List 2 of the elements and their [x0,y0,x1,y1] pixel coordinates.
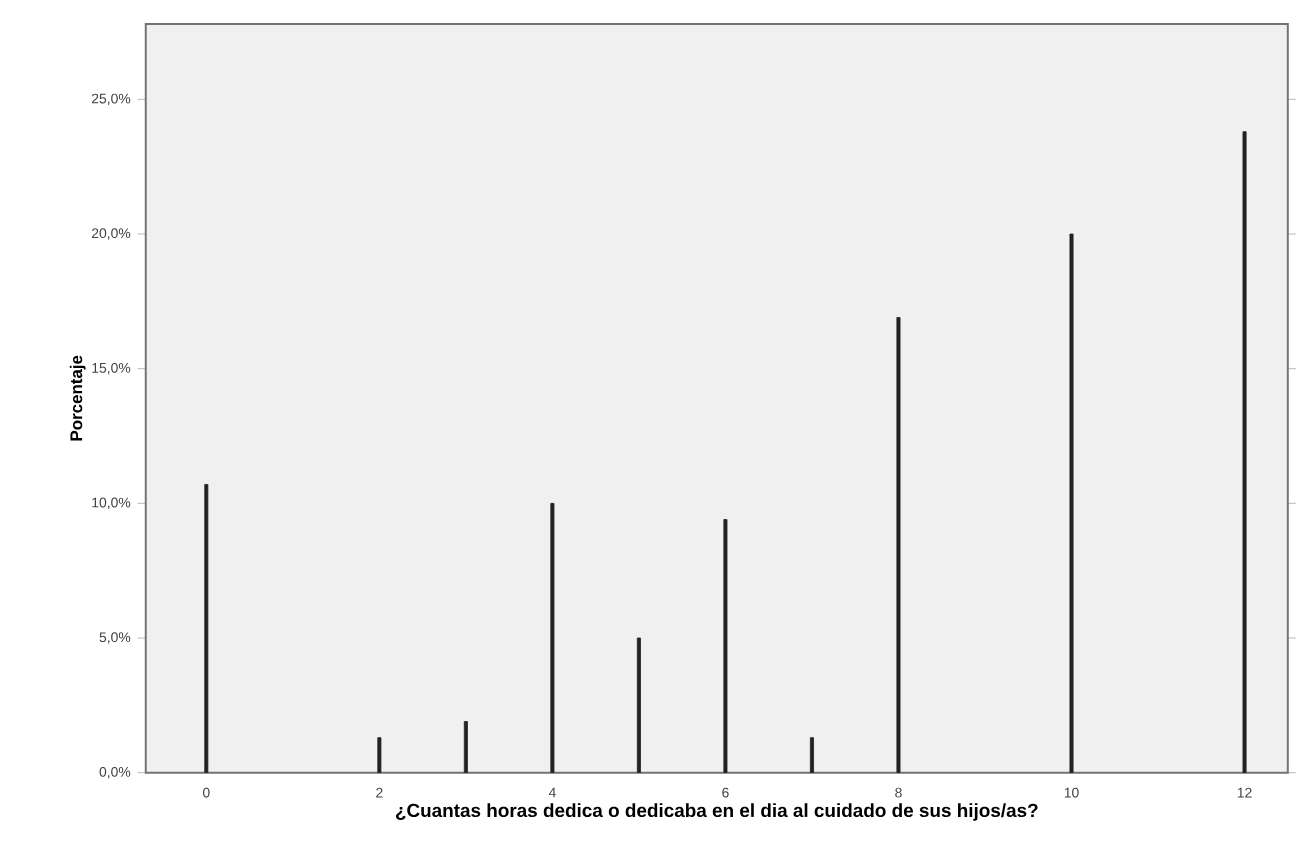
y-axis-title: Porcentaje [69,355,86,441]
x-axis-title: ¿Cuantas horas dedica o dedicaba en el dia al cuidado de sus hijos/as? [395,802,1038,821]
